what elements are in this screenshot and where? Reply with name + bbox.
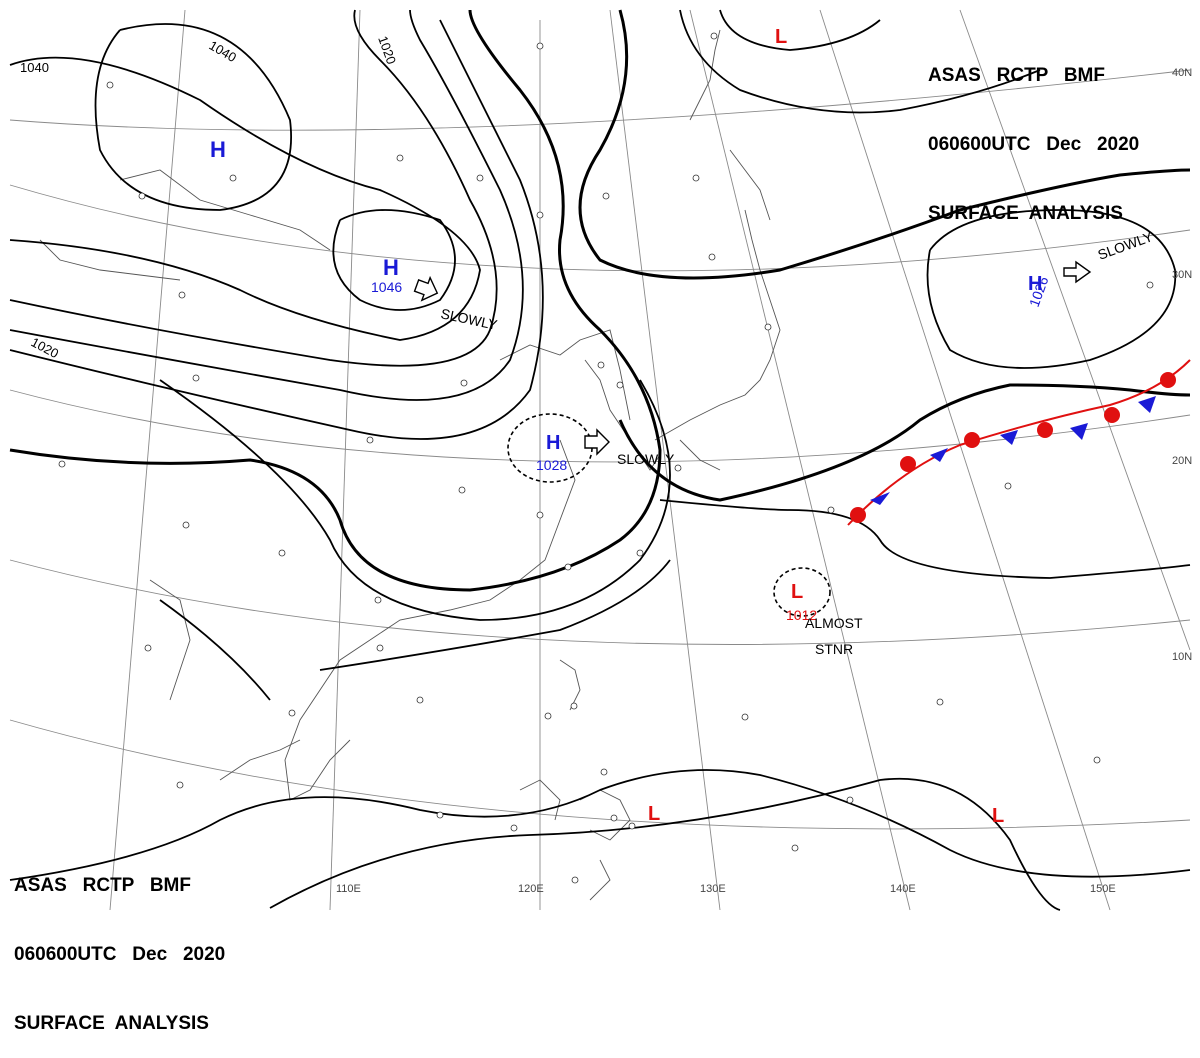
high-center-1028-value: 1028 <box>536 457 567 473</box>
movement-arrows <box>413 260 1092 456</box>
header-title-line: SURFACE ANALYSIS <box>928 203 1123 224</box>
stationary-front <box>847 359 1191 526</box>
lon-label: 110E <box>336 883 361 895</box>
graticule <box>9 9 1191 911</box>
lon-label: 130E <box>700 883 726 895</box>
header-station-line: ASAS RCTP BMF <box>14 875 191 896</box>
lat-labels: 40N 30N 20N 10N <box>1172 67 1192 663</box>
lon-label: 120E <box>518 883 544 895</box>
high-center-1046-value: 1046 <box>371 279 402 295</box>
coastlines <box>39 29 781 901</box>
pressure-centers: H H 1046 H 1028 H 1026 L 1012 L L L <box>210 26 1052 827</box>
header-time-line: 060600UTC Dec 2020 <box>928 134 1140 155</box>
lat-label: 30N <box>1172 269 1192 281</box>
movement-arrow-icon <box>1063 260 1092 284</box>
movement-arrow-icon <box>584 428 610 456</box>
lat-label: 10N <box>1172 651 1192 663</box>
high-center-1046: H <box>383 255 399 280</box>
lat-label: 40N <box>1172 67 1192 79</box>
low-center-east: L <box>992 805 1004 827</box>
low-center-1012-value: 1012 <box>786 607 817 623</box>
header-bottom-left: ASAS RCTP BMF 060600UTC Dec 2020 SURFACE… <box>14 828 225 1058</box>
isobars <box>9 9 1191 911</box>
high-center-1028: H <box>546 432 560 454</box>
station-models <box>58 32 1154 884</box>
header-station-line: ASAS RCTP BMF <box>928 65 1105 86</box>
high-center-1026: H <box>1028 273 1042 295</box>
movement-label: SLOWLY <box>617 451 675 467</box>
movement-arrow-icon <box>413 275 439 302</box>
header-top-right: ASAS RCTP BMF 060600UTC Dec 2020 SURFACE… <box>928 18 1139 248</box>
warm-front-bumps <box>850 372 1176 523</box>
lon-label: 150E <box>1090 883 1116 895</box>
header-title-line: SURFACE ANALYSIS <box>14 1013 209 1034</box>
low-center-ne: L <box>775 26 787 48</box>
cold-front-triangles <box>870 396 1156 505</box>
isobar-label: 1040 <box>20 60 49 75</box>
high-center-nw: H <box>210 137 226 162</box>
surface-analysis-map: 1040 1040 1020 1020 40N 30N 20N 10N 110E… <box>9 9 1193 911</box>
low-center-philippines: L <box>648 803 660 825</box>
low-center-1012: L <box>791 581 803 603</box>
annotation-line2: STNR <box>815 641 853 657</box>
lon-labels: 110E 120E 130E 140E 150E <box>336 883 1116 895</box>
lon-label: 140E <box>890 883 916 895</box>
header-time-line: 060600UTC Dec 2020 <box>14 944 226 965</box>
lat-label: 20N <box>1172 455 1192 467</box>
annotation-line1: ALMOST <box>805 615 863 631</box>
